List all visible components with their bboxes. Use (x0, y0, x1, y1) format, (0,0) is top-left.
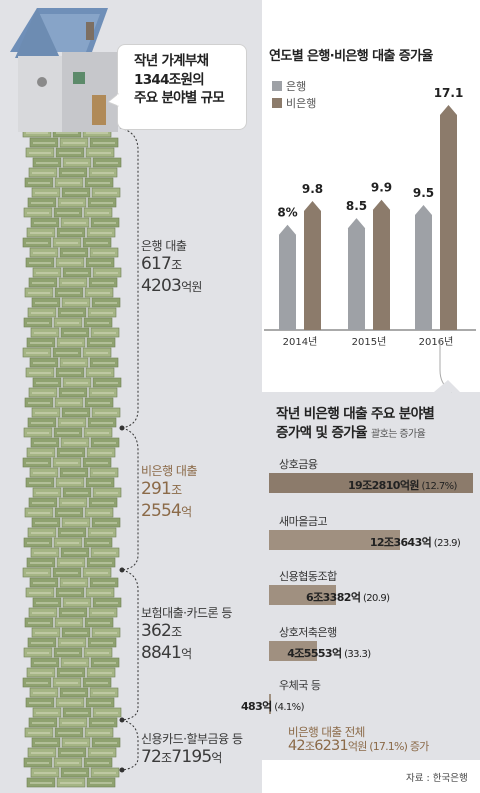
stack-value-line1: 617조 (141, 254, 182, 274)
stack-label-bank: 은행 대출 617조 4203억원 (141, 237, 202, 298)
stack-value-line2: 2554억 (141, 501, 192, 521)
stack-value-line1: 362조 (141, 621, 182, 641)
callout-pointer (108, 92, 119, 107)
bar-bank-2 (415, 205, 432, 330)
hbar-bar (269, 641, 318, 661)
hbar-category-label: 우체국 등 (279, 679, 321, 692)
bar-value-label: 8% (277, 206, 297, 220)
bar-value-label: 9.9 (371, 181, 392, 195)
bracket-nonbank (121, 427, 139, 571)
stack-value-line2: 8841억 (141, 643, 192, 663)
panel-title-line2: 증가액 및 증가율 괄호는 증가율 (276, 425, 426, 441)
stack-value-line2: 4203억원 (141, 276, 202, 296)
nonbank-panel-title: 작년 비은행 대출 주요 분야별 증가액 및 증가율 괄호는 증가율 (276, 405, 435, 444)
bracket-insurance (121, 569, 139, 721)
legend-swatch-nonbank (272, 98, 282, 108)
hbar-bar (269, 694, 271, 714)
bracket-card (121, 719, 139, 771)
bar-value-label: 9.8 (302, 182, 323, 196)
legend-label-nonbank: 비은행 (286, 97, 317, 110)
bar-nonbank-1 (373, 199, 390, 330)
total-value: 42조6231억원 (17.1%) 증가 (288, 738, 429, 754)
yearly-growth-chart: 8% 9.8 2014년 8.5 9.9 2015년 9.5 17.1 2016년 (264, 86, 476, 348)
hbar-bar (269, 585, 337, 605)
house-callout-bubble (117, 44, 247, 130)
bar-bank-0 (279, 224, 296, 330)
stack-label-card: 신용카드·할부금융 등 72조7195억 (141, 730, 243, 769)
hbar-value-label: 19조2810억원 (12.7%) (348, 479, 457, 492)
yearly-chart-title: 연도별 은행·비은행 대출 증가율 (269, 49, 433, 64)
total-label: 비은행 대출 전체 (288, 725, 365, 739)
bar-bank-1 (348, 218, 365, 330)
house-icon (10, 8, 118, 132)
hbar-bar (269, 473, 473, 493)
stack-label-insurance: 보험대출·카드론 등 362조 8841억 (141, 604, 232, 665)
stack-category: 비은행 대출 (141, 464, 198, 478)
callout-line3: 주요 분야별 규모 (134, 90, 225, 106)
bar-value-label: 8.5 (346, 199, 367, 213)
stack-category: 신용카드·할부금융 등 (141, 732, 243, 746)
x-tick-label: 2014년 (283, 336, 318, 348)
hbar-value-label: 12조3643억 (23.9) (369, 536, 461, 549)
legend-bank: 은행 (272, 78, 306, 94)
hbar-category-label: 상호금융 (279, 458, 318, 471)
legend-swatch-bank (272, 81, 282, 91)
nonbank-panel-background (262, 392, 480, 760)
stack-value-line1: 291조 (141, 479, 182, 499)
stack-category: 보험대출·카드론 등 (141, 606, 232, 620)
hbar-category-label: 신용협동조합 (279, 570, 337, 583)
bar-nonbank-2 (440, 105, 457, 330)
house-callout-text: 작년 가계부채 1344조원의 주요 분야별 규모 (134, 52, 225, 108)
callout-line1: 작년 가계부채 (134, 53, 209, 69)
hbar-value-label: 483억 (4.1%) (241, 700, 304, 713)
panel-title-note: 괄호는 증가율 (371, 429, 426, 440)
x-tick-label: 2015년 (352, 336, 387, 348)
stack-value-line1: 72조7195억 (141, 747, 222, 767)
money-stack-illustration (10, 8, 139, 788)
legend-label-bank: 은행 (286, 80, 307, 93)
panel-title-line1: 작년 비은행 대출 주요 분야별 (276, 406, 435, 422)
hbar-bar (269, 530, 400, 550)
bracket-bank (119, 127, 139, 429)
callout-line2: 1344조원의 (134, 71, 205, 88)
hbar-value-label: 6조3382억 (20.9) (306, 591, 390, 604)
hbar-category-label: 상호저축은행 (279, 626, 337, 639)
x-tick-label: 2016년 (419, 336, 454, 348)
stack-label-nonbank: 비은행 대출 291조 2554억 (141, 462, 198, 523)
bar-value-label: 9.5 (413, 186, 434, 200)
hbar-category-label: 새마을금고 (279, 515, 328, 528)
stack-category: 은행 대출 (141, 239, 187, 253)
hbar-value-label: 4조5553억 (33.3) (287, 647, 371, 660)
legend-nonbank: 비은행 (272, 95, 316, 111)
bar-value-label: 17.1 (434, 86, 464, 100)
source-note: 자료 : 한국은행 (406, 773, 468, 784)
bar-nonbank-0 (304, 201, 321, 330)
panel-connector (434, 338, 460, 393)
